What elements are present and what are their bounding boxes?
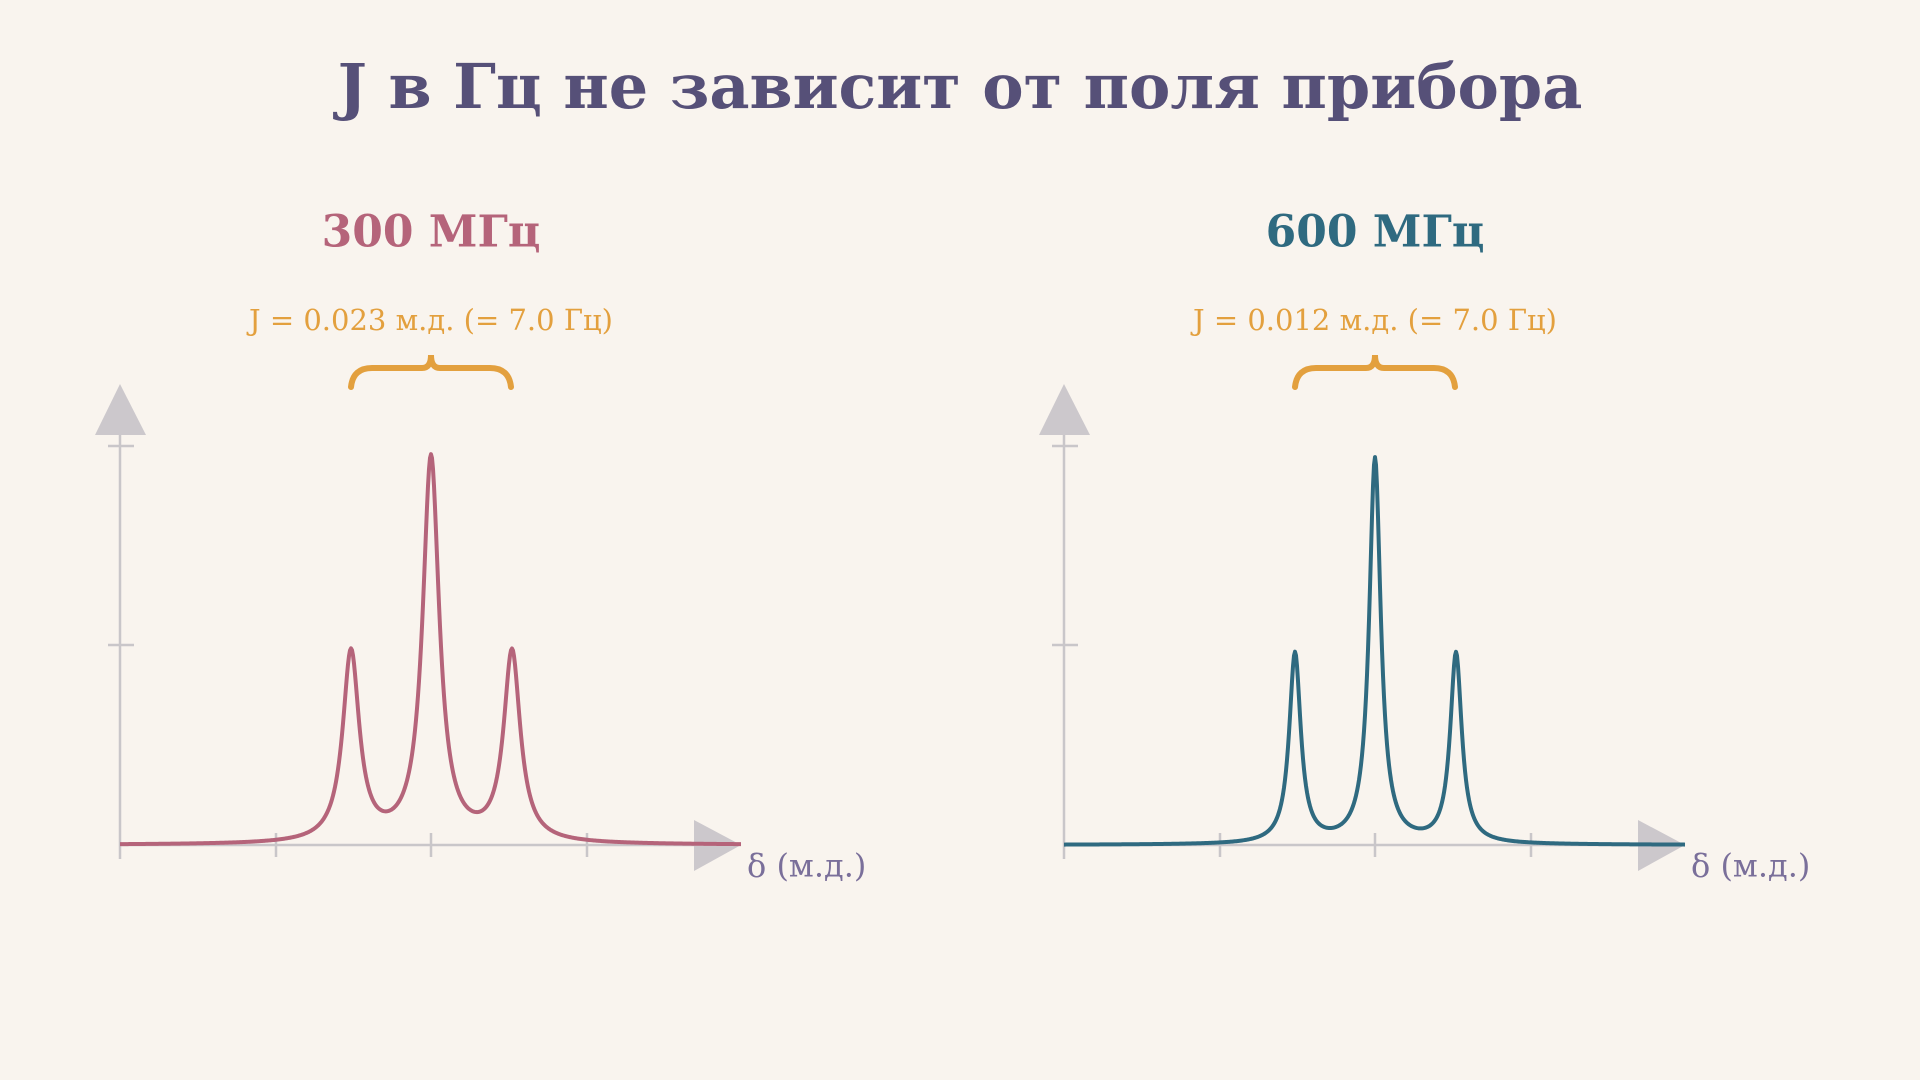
brace (1292, 354, 1458, 390)
title: J в Гц не зависит от поля прибора (333, 50, 1583, 123)
y-axis-arrow (1039, 384, 1090, 435)
coupling-label: J = 0.023 м.д. (= 7.0 Гц) (246, 303, 613, 337)
axis-label: δ (м.д.) (747, 847, 866, 885)
panel-heading: 300 МГц (322, 207, 541, 258)
axis-label: δ (м.д.) (1691, 847, 1810, 885)
y-axis-arrow (95, 384, 146, 435)
spectrum-panel: 300 МГц J = 0.023 м.д. (= 7.0 Гц) δ (м.д.) (95, 207, 866, 885)
coupling-label: J = 0.012 м.д. (= 7.0 Гц) (1190, 303, 1557, 337)
spectrum-panel: 600 МГц J = 0.012 м.д. (= 7.0 Гц) δ (м.д.) (1039, 207, 1810, 885)
panel-heading: 600 МГц (1266, 207, 1485, 258)
spectrum-curve (119, 452, 742, 847)
spectrum-curve (1063, 455, 1686, 847)
brace (348, 354, 514, 390)
